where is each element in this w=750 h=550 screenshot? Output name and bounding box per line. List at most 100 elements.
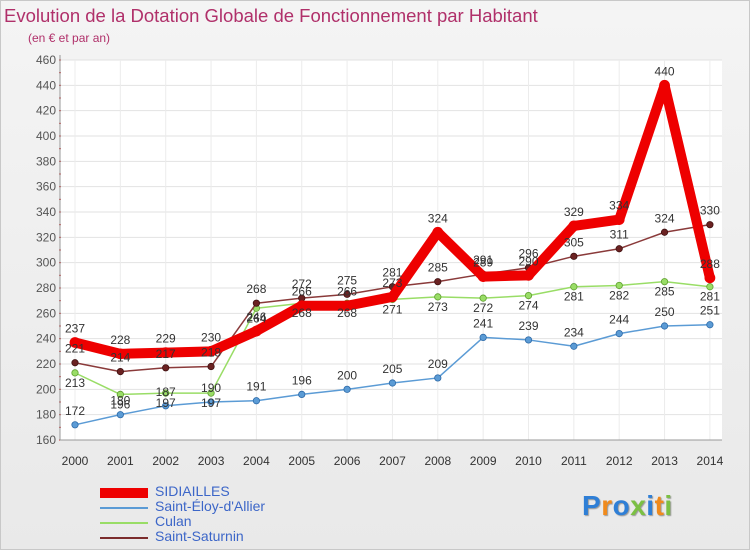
data-point [524, 291, 533, 300]
data-point [162, 364, 170, 372]
data-label: 264 [246, 311, 266, 325]
data-label: 190 [201, 381, 221, 395]
data-label: 275 [337, 273, 357, 287]
data-point [69, 337, 81, 348]
data-label: 221 [65, 342, 85, 356]
data-point [477, 271, 489, 283]
data-label: 273 [382, 276, 402, 290]
data-point [434, 278, 442, 286]
data-label: 324 [428, 211, 448, 225]
data-point [706, 221, 714, 229]
data-point [659, 79, 670, 91]
data-label: 214 [110, 351, 130, 365]
data-label: 230 [201, 330, 221, 344]
data-point [250, 325, 262, 337]
data-point [387, 291, 398, 303]
x-tick-label: 2009 [470, 454, 497, 468]
line-chart: 160 180 200 220 240 260 280 300 320 340 360 380 400 4… [36, 53, 724, 468]
x-tick-label: 2014 [697, 454, 724, 468]
data-point [615, 245, 623, 253]
data-point [523, 269, 534, 281]
y-tick-label: 460 [36, 53, 56, 67]
data-label: 234 [564, 325, 584, 339]
data-label: 244 [609, 313, 629, 327]
data-label: 296 [518, 247, 538, 261]
legend-label: Saint-Saturnin [155, 528, 244, 544]
data-point [116, 390, 124, 398]
y-tick-label: 220 [36, 357, 56, 371]
y-tick-label: 420 [36, 104, 56, 118]
x-tick-label: 2007 [379, 454, 406, 468]
y-tick-label: 440 [36, 78, 56, 92]
data-point [706, 283, 714, 291]
data-label: 239 [518, 319, 538, 333]
data-label: 200 [337, 368, 357, 382]
data-label: 330 [700, 204, 720, 218]
data-point [343, 385, 351, 393]
data-point [570, 252, 578, 260]
data-label: 289 [473, 256, 493, 270]
data-label: 241 [473, 316, 493, 330]
data-point [71, 359, 79, 367]
data-point [298, 390, 306, 398]
x-tick-label: 2013 [651, 454, 678, 468]
data-label: 180 [110, 394, 130, 408]
data-label: 205 [382, 362, 402, 376]
data-point [615, 281, 623, 290]
x-tick-label: 2001 [107, 454, 134, 468]
data-point [341, 300, 353, 312]
data-label: 290 [518, 254, 538, 268]
data-label: 250 [655, 305, 675, 319]
data-label: 324 [655, 211, 675, 225]
data-label: 218 [201, 346, 221, 360]
data-point [706, 321, 714, 329]
legend-swatch [100, 522, 148, 524]
data-label: 334 [609, 199, 629, 213]
y-tick-label: 340 [36, 205, 56, 219]
data-point [613, 214, 625, 226]
data-label: 229 [156, 332, 176, 346]
y-tick-label: 160 [36, 433, 56, 447]
data-label: 268 [246, 282, 266, 296]
x-tick-label: 2000 [62, 454, 89, 468]
data-label: 281 [564, 290, 584, 304]
x-tick-label: 2005 [288, 454, 315, 468]
legend-label: SIDIAILLES [155, 483, 230, 499]
data-label: 274 [518, 299, 538, 313]
data-point [205, 345, 217, 357]
data-point [524, 336, 533, 344]
y-tick-label: 260 [36, 306, 56, 320]
data-point [207, 389, 215, 397]
data-label: 272 [473, 301, 493, 315]
y-tick-label: 240 [36, 332, 56, 346]
data-label: 237 [65, 321, 85, 335]
data-label: 288 [700, 257, 720, 271]
data-label: 329 [564, 205, 584, 219]
x-tick-label: 2002 [152, 454, 179, 468]
data-point [343, 290, 351, 298]
data-point [434, 374, 442, 382]
data-point [570, 283, 578, 291]
data-label: 285 [655, 285, 675, 299]
x-tick-label: 2004 [243, 454, 270, 468]
legend-label: Saint-Éloy-d'Allier [155, 498, 266, 514]
data-label: 191 [246, 380, 266, 394]
y-tick-label: 380 [36, 154, 56, 168]
data-point [116, 411, 124, 419]
data-point [162, 389, 170, 397]
data-label: 268 [337, 306, 357, 320]
data-point [388, 379, 397, 387]
x-tick-label: 2006 [334, 454, 361, 468]
data-label: 251 [700, 304, 720, 318]
data-point [207, 398, 215, 406]
data-point [704, 272, 716, 284]
data-label: 196 [292, 373, 312, 387]
data-point [252, 299, 260, 307]
data-point [160, 347, 172, 359]
data-point [71, 369, 79, 377]
data-label: 187 [156, 385, 176, 399]
data-label: 291 [473, 253, 493, 267]
legend-swatch [100, 488, 148, 498]
data-point [479, 294, 487, 302]
data-point [615, 329, 623, 338]
